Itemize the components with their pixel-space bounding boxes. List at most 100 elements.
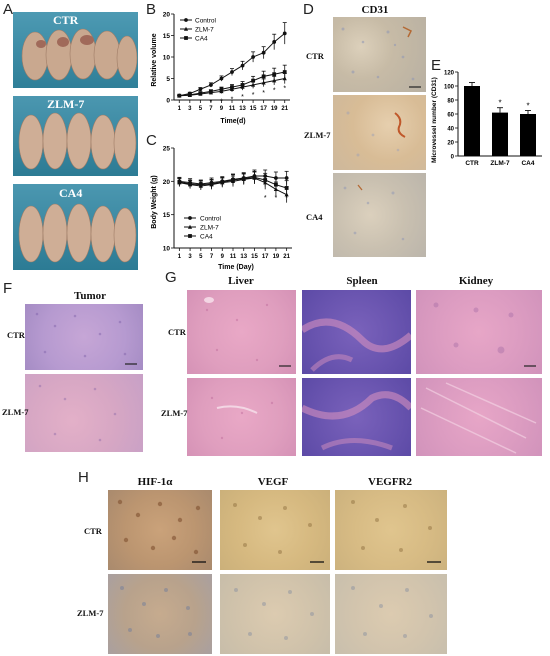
h-col-vegf: VEGF	[257, 476, 289, 488]
data-point	[251, 78, 255, 83]
y-tick-label: 20	[163, 179, 171, 186]
y-tick-label: 20	[447, 141, 454, 147]
mouse-label-ca4: CA4	[59, 186, 83, 200]
mice-zlm7-illustration	[18, 112, 137, 170]
x-tick-label: 3	[188, 254, 192, 260]
data-point	[219, 76, 224, 81]
x-tick-label: 15	[250, 106, 257, 112]
y-tick-label: 15	[163, 212, 171, 219]
data-point	[198, 87, 203, 92]
legend-label: ZLM-7	[195, 27, 214, 34]
x-tick-label: 3	[188, 106, 192, 112]
tumor-image-ctr	[25, 304, 143, 370]
significance-star: *	[285, 195, 288, 202]
hif1a-ctr-texture	[117, 499, 206, 563]
chart-c-xlabel: Time (Day)	[218, 264, 254, 271]
spleen-ctr-texture	[302, 318, 411, 372]
tumor-row-zlm7: ZLM-7	[2, 407, 29, 417]
chart-e: Microvessel number (CD31) 0 20 40 60 80 100 12…	[431, 71, 542, 167]
legend-label: CA4	[200, 234, 213, 241]
x-tick-label: 5	[199, 254, 203, 260]
y-tick-label: 0	[166, 98, 170, 105]
legend-marker	[188, 216, 192, 220]
cd31-ctr-texture	[341, 26, 421, 88]
x-tick-label: 7	[209, 106, 213, 112]
kidney-image-zlm7	[416, 378, 542, 456]
significance-star: *	[264, 195, 267, 202]
tumor-ctr-texture	[35, 312, 137, 365]
data-point	[284, 186, 289, 190]
x-tick-label: 17	[260, 106, 267, 112]
x-tick-label: 5	[199, 106, 203, 112]
y-tick-label: 25	[163, 146, 171, 153]
mice-ctr-illustration	[21, 28, 138, 81]
legend-marker	[184, 18, 188, 22]
chart-e-ylabel: Microvessel number (CD31)	[431, 77, 438, 163]
bar-zlm-7	[492, 112, 508, 156]
legend-marker	[183, 26, 189, 31]
bar-ctr	[464, 86, 480, 156]
h-row-zlm7: ZLM-7	[77, 608, 104, 618]
mice-ca4-illustration	[18, 203, 137, 263]
panel-label-a: A	[3, 1, 14, 18]
legend-label: CA4	[195, 36, 208, 43]
data-point	[261, 80, 266, 85]
y-tick-label: 20	[163, 12, 171, 19]
x-tick-label: 1	[178, 106, 182, 112]
data-point	[209, 182, 214, 186]
x-tick-label: 11	[230, 254, 237, 260]
x-tick-label: 15	[251, 254, 258, 260]
kidney-image-ctr	[416, 290, 542, 374]
legend-label: ZLM-7	[200, 225, 219, 232]
x-tick-label: 7	[210, 254, 214, 260]
significance-star: *	[283, 86, 286, 93]
chart-b-ylabel: Relative volume	[151, 33, 158, 86]
x-tick-label: 19	[273, 254, 280, 260]
significance-star: *	[241, 94, 244, 101]
significance-star: *	[252, 92, 255, 99]
vegf-ctr-texture	[233, 503, 324, 563]
data-point	[230, 85, 234, 89]
data-point	[220, 180, 225, 184]
y-tick-label: 40	[447, 127, 454, 133]
chart-c: Body Weight (g) Time (Day) 10 15 20 25 1 3 5 7 9…	[151, 146, 292, 271]
legend-label: Control	[195, 18, 217, 25]
cd31-title: CD31	[361, 4, 389, 16]
cd31-image-zlm7	[333, 95, 426, 170]
cd31-ca4-texture	[343, 184, 405, 241]
h-row-ctr: CTR	[84, 526, 102, 536]
cd31-zlm7-texture	[346, 111, 406, 157]
vegf-zlm7-texture	[234, 588, 314, 640]
y-tick-label: 120	[444, 71, 455, 77]
data-point	[274, 182, 278, 187]
g-col-spleen: Spleen	[346, 275, 378, 287]
legend-marker	[187, 224, 193, 229]
g-col-kidney: Kidney	[458, 275, 494, 287]
vegfr2-image-ctr	[335, 490, 447, 570]
vegf-image-zlm7	[220, 574, 330, 654]
significance-star: *	[275, 195, 278, 202]
data-point	[198, 182, 203, 187]
x-tick-label: 13	[239, 106, 246, 112]
x-tick-label: 21	[283, 254, 290, 260]
mouse-photo-ctr	[13, 12, 138, 88]
cd31-image-ctr	[333, 17, 426, 92]
vegfr2-ctr-texture	[351, 500, 441, 563]
y-tick-label: 0	[451, 155, 455, 161]
panel-label-b: B	[146, 1, 157, 18]
liver-image-ctr	[187, 290, 296, 374]
x-tick-label: CTR	[465, 160, 479, 167]
data-point	[240, 63, 245, 68]
legend-label: Control	[200, 216, 222, 223]
chart-c-ylabel: Body Weight (g)	[151, 175, 158, 229]
data-point	[284, 176, 289, 180]
data-point	[272, 78, 277, 83]
y-tick-label: 5	[166, 76, 170, 83]
x-tick-label: 9	[221, 254, 225, 260]
data-point	[251, 55, 255, 59]
data-point	[230, 70, 234, 74]
x-tick-label: 11	[229, 106, 236, 112]
data-point	[231, 178, 235, 182]
panel-label-f: F	[3, 280, 13, 297]
